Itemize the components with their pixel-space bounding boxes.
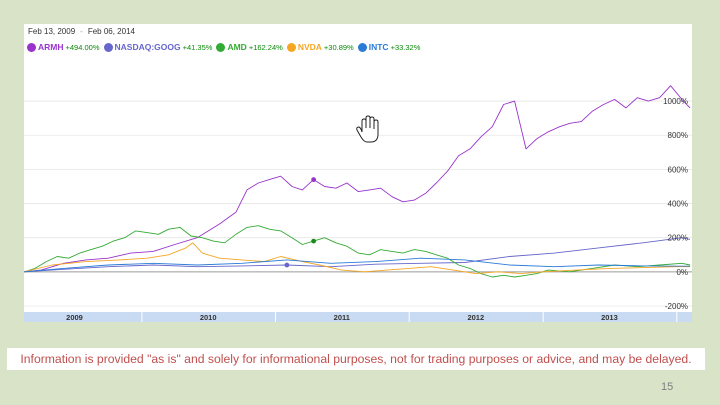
hand-cursor-icon [356,115,379,143]
date-start: Feb 13, 2009 [28,27,76,36]
legend-dot [357,42,367,52]
legend-dot [216,42,226,52]
chart-panel: Feb 13, 2009- Feb 06, 2014 ARMH +494.00% … [24,24,692,322]
y-tick-label: 600% [668,165,688,174]
x-tick-label: 2010 [200,313,217,322]
x-axis-labels: 2009 2010 2011 2012 2013 [66,313,618,322]
y-tick-label: -200% [665,302,688,311]
line-chart: -200% 0% 200% 400% 600% 800% 1000% 2009 2010 201… [24,85,692,322]
date-end: Feb 06, 2014 [87,27,135,36]
x-tick-label: 2011 [334,313,350,322]
legend-change: +30.89% [323,42,354,52]
legend-name: ARMH [38,42,64,52]
legend-item-goog[interactable]: NASDAQ:GOOG +41.35% [103,42,213,52]
y-tick-label: 1000% [663,97,688,106]
hover-marker [284,262,290,268]
series-line-nasdaq-goog[interactable] [24,237,691,273]
series-line-armh[interactable] [24,85,691,273]
series-line-amd[interactable] [24,225,691,278]
legend-name: INTC [368,42,389,52]
series-line-nvda[interactable] [24,242,690,275]
legend-change: +41.35% [182,42,213,52]
legend: ARMH +494.00% NASDAQ:GOOG +41.35% AMD +1… [27,40,424,54]
x-tick-label: 2013 [601,313,618,322]
y-tick-label: 800% [668,131,688,140]
legend-change: +33.32% [390,42,421,52]
legend-item-armh[interactable]: ARMH +494.00% [27,42,100,52]
legend-item-amd[interactable]: AMD +162.24% [216,42,283,52]
date-separator: - [80,27,83,36]
legend-name: NASDAQ:GOOG [114,42,181,52]
hover-marker [311,238,317,244]
y-tick-label: 200% [668,234,688,243]
x-tick-label: 2012 [467,313,484,322]
legend-change: +162.24% [248,42,283,52]
legend-dot [286,42,296,52]
x-tick-label: 2009 [66,313,83,322]
legend-item-nvda[interactable]: NVDA +30.89% [286,42,354,52]
grid [24,100,692,322]
legend-dot [103,42,113,52]
x-axis-bar [24,312,692,322]
legend-change: +494.00% [65,42,100,52]
legend-name: AMD [227,42,247,52]
legend-item-intc[interactable]: INTC +33.32% [357,42,421,52]
y-tick-label: 400% [668,200,688,209]
hover-marker [311,177,317,183]
y-tick-label: 0% [676,268,688,277]
legend-dot [27,42,36,52]
legend-name: NVDA [297,42,322,52]
page-number: 15 [661,381,674,393]
disclaimer: Information is provided "as is" and sole… [7,348,705,370]
series-lines [24,85,691,278]
date-range: Feb 13, 2009- Feb 06, 2014 [28,27,135,36]
y-axis-labels: -200% 0% 200% 400% 600% 800% 1000% [663,97,688,311]
series-line-intc[interactable] [24,257,691,273]
